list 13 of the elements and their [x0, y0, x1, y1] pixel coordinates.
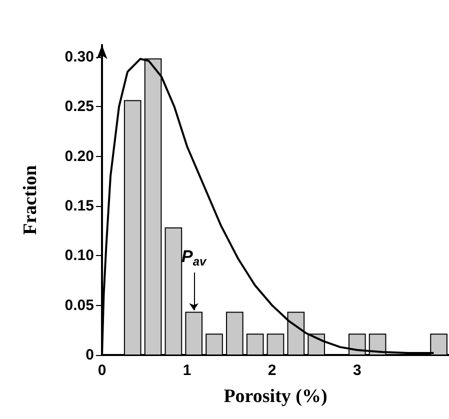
y-tick-label: 0.30 [64, 48, 94, 66]
x-tick-label: 1 [182, 362, 192, 379]
x-tick-label: 3 [352, 362, 362, 379]
y-axis-title: Fraction [20, 164, 41, 235]
x-tick-label: 0 [98, 362, 106, 379]
x-axis-title: Porosity (%) [224, 386, 328, 407]
y-tick-label: 0.05 [64, 296, 94, 314]
x-tick-label: 2 [268, 362, 276, 379]
y-tick-label: 0.15 [64, 197, 94, 214]
y-tick-label: 0.25 [64, 98, 94, 116]
y-tick-label: 0.10 [64, 247, 94, 264]
y-tick-label: 0.20 [64, 148, 94, 165]
y-tick-label: 0 [86, 346, 94, 364]
